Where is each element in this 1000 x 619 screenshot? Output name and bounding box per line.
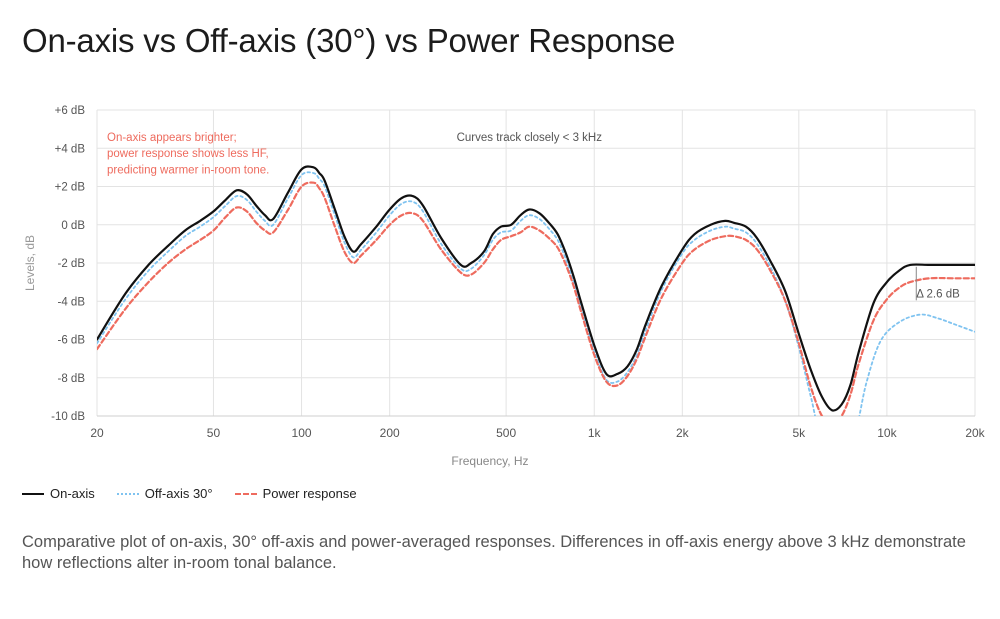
- series-line-on-axis: [97, 165, 975, 412]
- response-chart: +6 dB +4 dB +2 dB 0 dB -2 dB -4 dB -6 dB -8 dB -…: [23, 105, 986, 468]
- legend-swatch-power: [234, 492, 257, 495]
- y-tick-label: -8 dB: [58, 373, 86, 385]
- x-tick-label: 1k: [588, 426, 602, 440]
- y-tick-label: +2 dB: [55, 182, 86, 194]
- annotation-text: Curves track closely < 3 kHz: [457, 132, 603, 144]
- series-line-off-axis: [97, 171, 975, 416]
- legend-item-power[interactable]: Power response: [234, 486, 357, 501]
- y-axis-label: Levels, dB: [23, 235, 37, 291]
- x-axis-label: Frequency, Hz: [451, 454, 528, 468]
- x-tick-label: 200: [380, 426, 400, 440]
- x-tick-label: 5k: [792, 426, 806, 440]
- chart-grid: [96, 109, 976, 417]
- x-tick-label: 100: [292, 426, 312, 440]
- y-tick-label: +4 dB: [55, 143, 86, 155]
- chart-title: On-axis vs Off-axis (30°) vs Power Respo…: [22, 22, 676, 59]
- x-tick-label: 2k: [676, 426, 690, 440]
- legend-item-on-axis[interactable]: On-axis: [22, 486, 95, 501]
- legend-item-off-axis[interactable]: Off-axis 30°: [116, 486, 213, 501]
- x-tick-label: 10k: [877, 426, 897, 440]
- annotation-text: Δ 2.6 dB: [916, 289, 960, 301]
- series-layer: [97, 165, 975, 416]
- annotation-text: On-axis appears brighter;: [107, 132, 237, 144]
- chart-legend: On-axis Off-axis 30° Power response: [22, 486, 357, 501]
- y-tick-label: +6 dB: [55, 105, 86, 117]
- legend-label-on-axis: On-axis: [50, 486, 95, 501]
- chart-caption: Comparative plot of on-axis, 30° off-axi…: [22, 533, 966, 572]
- y-tick-label: -4 dB: [58, 296, 86, 308]
- annotation-text: predicting warmer in-room tone.: [107, 164, 269, 176]
- chart-annotations: On-axis appears brighter; power response …: [107, 132, 960, 301]
- legend-label-off-axis: Off-axis 30°: [144, 486, 213, 501]
- y-tick-label: -6 dB: [58, 335, 86, 347]
- x-axis-ticks: 20 50 100 200 500 1k 2k 5k 10k 20k: [90, 426, 985, 440]
- x-tick-label: 50: [207, 426, 221, 440]
- x-tick-label: 20k: [965, 426, 985, 440]
- y-tick-label: 0 dB: [61, 220, 85, 232]
- annotation-text: power response shows less HF,: [107, 148, 269, 160]
- legend-label-power: Power response: [262, 486, 357, 501]
- y-tick-label: -2 dB: [58, 258, 86, 270]
- series-line-power: [97, 181, 975, 416]
- y-axis-ticks: +6 dB +4 dB +2 dB 0 dB -2 dB -4 dB -6 dB -8 dB -…: [51, 105, 85, 423]
- legend-swatch-on-axis: [22, 492, 44, 495]
- x-tick-label: 20: [90, 426, 104, 440]
- x-tick-label: 500: [496, 426, 516, 440]
- legend-swatch-off-axis: [116, 492, 139, 495]
- y-tick-label: -10 dB: [51, 411, 85, 423]
